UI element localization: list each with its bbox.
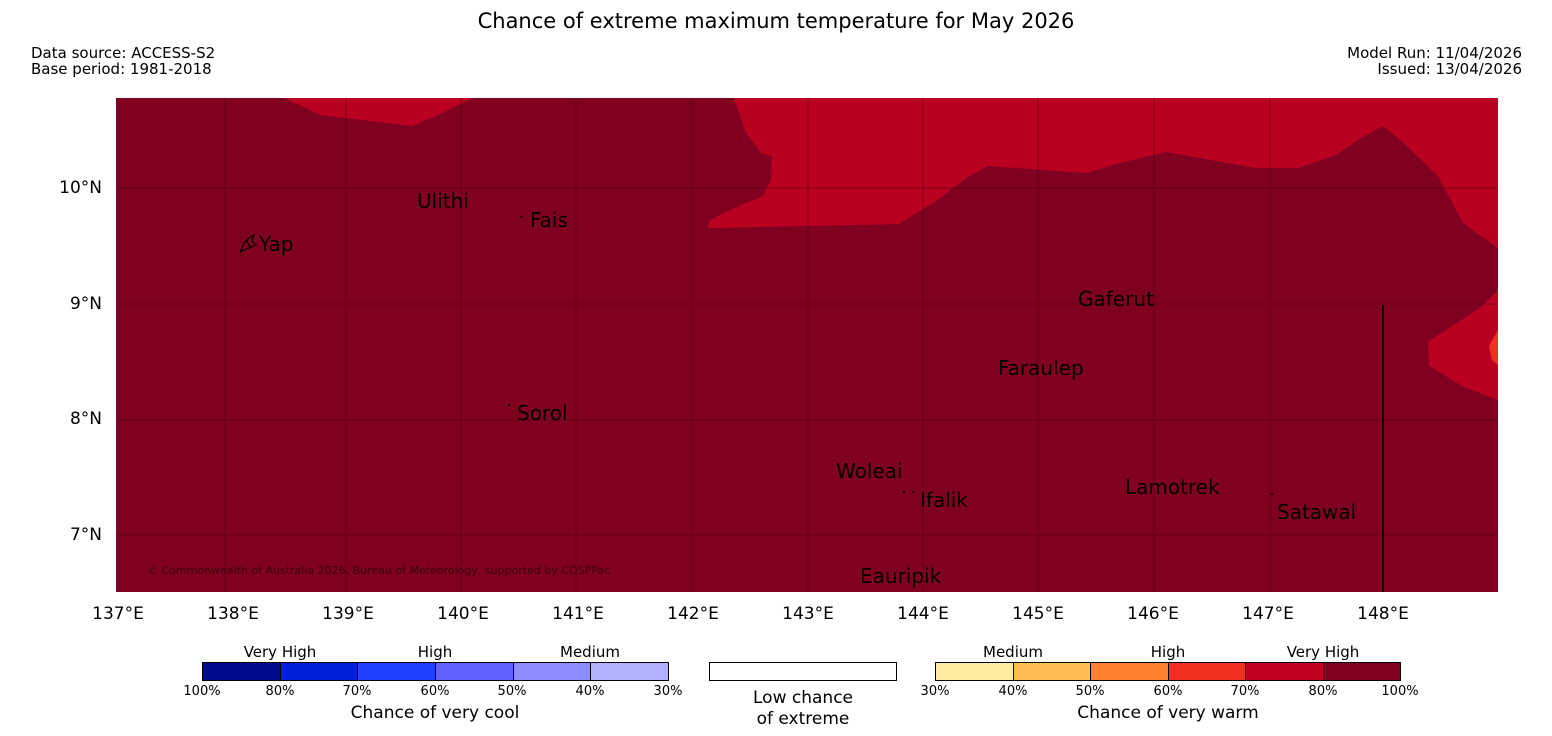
lon-label-138e: 138°E bbox=[207, 604, 259, 624]
island-ifalik bbox=[903, 491, 905, 493]
cool-colorbar bbox=[202, 662, 669, 681]
lon-label-139e: 139°E bbox=[322, 604, 374, 624]
cool-category-medium: Medium bbox=[560, 643, 620, 661]
base-period: Base period: 1981-2018 bbox=[31, 60, 212, 78]
lat-label-8n: 8°N bbox=[69, 409, 102, 429]
region-high-north-east bbox=[708, 98, 1498, 248]
warm-category-high: High bbox=[1150, 643, 1186, 661]
model-run: Model Run: 11/04/2026 bbox=[1347, 44, 1522, 62]
island-satawal bbox=[1271, 493, 1273, 495]
place-faraulep: Faraulep bbox=[998, 356, 1084, 380]
neutral-caption-line2: of extreme bbox=[756, 709, 850, 729]
neutral-caption-line1: Low chance bbox=[753, 688, 853, 708]
island-fais bbox=[520, 216, 522, 218]
cool-caption: Chance of very cool bbox=[350, 703, 520, 723]
issued-date: Issued: 13/04/2026 bbox=[1377, 60, 1522, 78]
lon-label-141e: 141°E bbox=[552, 604, 604, 624]
region-high-north-west bbox=[284, 98, 473, 126]
lon-label-137e: 137°E bbox=[92, 604, 144, 624]
place-gaferut: Gaferut bbox=[1078, 287, 1154, 311]
warm-pct-60: 60% bbox=[1153, 684, 1183, 699]
cool-swatch-6 bbox=[590, 663, 669, 680]
cool-swatch-2 bbox=[279, 663, 358, 680]
map-panel: Yap Ulithi Fais Gaferut Faraulep Sorol W… bbox=[116, 98, 1498, 592]
lat-label-10n: 10°N bbox=[59, 178, 102, 198]
warm-caption: Chance of very warm bbox=[1077, 703, 1259, 723]
place-woleai: Woleai bbox=[836, 459, 903, 483]
cool-pct-80: 80% bbox=[265, 684, 295, 699]
warm-swatch-5 bbox=[1245, 663, 1323, 680]
place-ifalik: Ifalik bbox=[920, 488, 968, 512]
cool-swatch-5 bbox=[512, 663, 591, 680]
island-yap bbox=[239, 233, 258, 254]
lat-label-7n: 7°N bbox=[69, 525, 102, 545]
cool-pct-100: 100% bbox=[183, 684, 221, 699]
gridlines bbox=[116, 98, 1498, 592]
cool-pct-60: 60% bbox=[420, 684, 450, 699]
neutral-colorbar bbox=[709, 662, 897, 681]
lon-label-148e: 148°E bbox=[1357, 604, 1409, 624]
warm-swatch-2 bbox=[1012, 663, 1090, 680]
warm-pct-70: 70% bbox=[1230, 684, 1260, 699]
lon-label-142e: 142°E bbox=[667, 604, 719, 624]
meta-right: Model Run: 11/04/2026 Issued: 13/04/2026 bbox=[1347, 45, 1522, 77]
copyright-notice: © Commonwealth of Australia 2026, Bureau… bbox=[147, 564, 610, 577]
place-sorol: Sorol bbox=[517, 401, 568, 425]
island-ifalik-2 bbox=[912, 491, 914, 493]
lon-label-147e: 147°E bbox=[1242, 604, 1294, 624]
region-medium-high bbox=[1489, 330, 1498, 365]
cool-pct-70: 70% bbox=[342, 684, 372, 699]
place-ulithi: Ulithi bbox=[417, 189, 469, 213]
warm-pct-100: 100% bbox=[1381, 684, 1419, 699]
warm-pct-40: 40% bbox=[998, 684, 1028, 699]
lat-label-9n: 9°N bbox=[69, 294, 102, 314]
warm-swatch-4 bbox=[1167, 663, 1245, 680]
cool-swatch-4 bbox=[435, 663, 513, 680]
cool-category-very-high: Very High bbox=[243, 643, 317, 661]
region-high-east bbox=[1428, 290, 1498, 400]
place-yap: Yap bbox=[258, 232, 293, 256]
warm-pct-80: 80% bbox=[1308, 684, 1338, 699]
place-eauripik: Eauripik bbox=[860, 564, 942, 588]
lon-label-140e: 140°E bbox=[437, 604, 489, 624]
cool-pct-50: 50% bbox=[497, 684, 527, 699]
warm-category-medium: Medium bbox=[983, 643, 1043, 661]
island-sorol bbox=[508, 404, 510, 406]
cool-pct-40: 40% bbox=[575, 684, 605, 699]
warm-swatch-3 bbox=[1090, 663, 1168, 680]
data-source: Data source: ACCESS-S2 bbox=[31, 44, 216, 62]
warm-pct-30: 30% bbox=[920, 684, 950, 699]
chart-title: Chance of extreme maximum temperature fo… bbox=[477, 9, 1075, 33]
cool-category-high: High bbox=[417, 643, 453, 661]
warm-pct-50: 50% bbox=[1075, 684, 1105, 699]
lon-label-143e: 143°E bbox=[782, 604, 834, 624]
place-fais: Fais bbox=[530, 208, 568, 232]
cool-swatch-1 bbox=[203, 663, 280, 680]
lon-label-146e: 146°E bbox=[1127, 604, 1179, 624]
meta-left: Data source: ACCESS-S2 Base period: 1981… bbox=[31, 45, 215, 77]
cool-swatch-3 bbox=[357, 663, 436, 680]
warm-colorbar bbox=[935, 662, 1401, 681]
warm-category-very-high: Very High bbox=[1286, 643, 1360, 661]
place-satawal: Satawal bbox=[1277, 500, 1356, 524]
warm-swatch-1 bbox=[936, 663, 1013, 680]
lon-label-144e: 144°E bbox=[897, 604, 949, 624]
lon-label-145e: 145°E bbox=[1012, 604, 1064, 624]
cool-pct-30: 30% bbox=[653, 684, 683, 699]
place-lamotrek: Lamotrek bbox=[1125, 475, 1220, 499]
warm-swatch-6 bbox=[1322, 663, 1400, 680]
